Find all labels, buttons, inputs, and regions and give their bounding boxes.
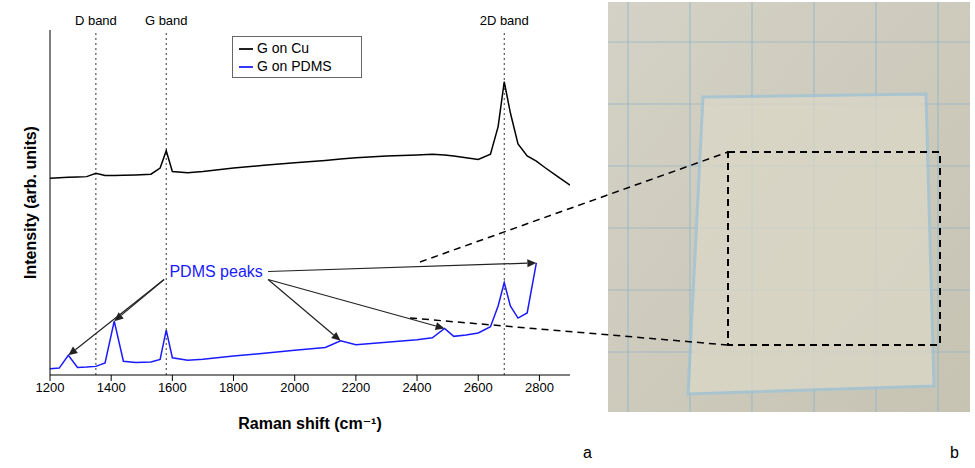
svg-text:Raman shift (cm⁻¹): Raman shift (cm⁻¹): [238, 415, 382, 432]
svg-text:G band: G band: [145, 13, 188, 28]
svg-text:1400: 1400: [97, 380, 126, 395]
svg-text:1600: 1600: [158, 380, 187, 395]
html-text:b: b: [950, 444, 959, 461]
svg-text:D band: D band: [75, 13, 117, 28]
svg-text:1200: 1200: [36, 380, 65, 395]
svg-text:PDMS peaks: PDMS peaks: [169, 263, 262, 280]
svg-text:2000: 2000: [280, 380, 309, 395]
svg-text:2200: 2200: [341, 380, 370, 395]
svg-text:2D band: 2D band: [480, 13, 529, 28]
svg-text:2400: 2400: [403, 380, 432, 395]
svg-text:1800: 1800: [219, 380, 248, 395]
svg-text:2800: 2800: [525, 380, 554, 395]
svg-text:2600: 2600: [464, 380, 493, 395]
html-text:G on Cu: G on Cu: [257, 40, 310, 56]
html-text:a: a: [583, 444, 592, 461]
html-text:G on PDMS: G on PDMS: [257, 58, 332, 74]
svg-text:Intensity (arb. units): Intensity (arb. units): [22, 126, 39, 279]
